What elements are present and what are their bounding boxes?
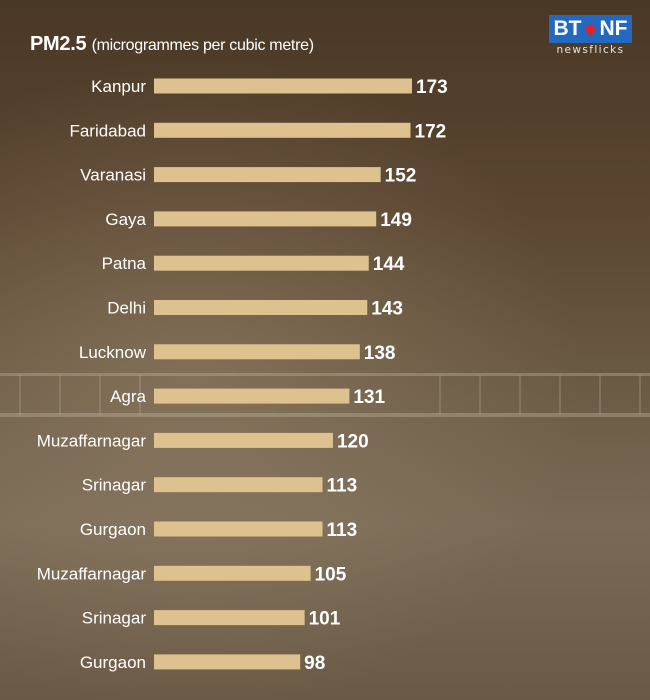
bar	[154, 565, 311, 581]
category-label: Muzaffarnagar	[37, 431, 147, 450]
value-label: 105	[315, 564, 347, 585]
category-label: Muzaffarnagar	[37, 564, 147, 583]
bar	[154, 78, 412, 94]
bar	[154, 167, 381, 183]
value-label: 113	[327, 476, 358, 497]
value-label: 144	[373, 254, 405, 275]
bar	[154, 122, 411, 138]
category-label: Srinagar	[82, 476, 147, 495]
bar	[154, 521, 323, 537]
bar	[154, 211, 377, 227]
bar	[154, 477, 323, 493]
bar	[154, 610, 305, 626]
value-label: 101	[309, 609, 341, 630]
bar	[154, 654, 301, 670]
value-label: 131	[353, 387, 385, 408]
bar	[154, 388, 350, 404]
bar	[154, 344, 360, 360]
category-label: Kanpur	[91, 77, 146, 96]
chart-unit-label: (microgrammes per cubic metre)	[91, 37, 314, 54]
value-label: 138	[364, 343, 396, 364]
value-label: 172	[415, 121, 447, 142]
background-bridge-silhouette	[0, 373, 650, 417]
category-label: Faridabad	[69, 121, 146, 140]
category-label: Agra	[110, 387, 146, 406]
bar	[154, 432, 333, 448]
bar	[154, 255, 369, 271]
brand-logo-subtitle: newsflicks	[556, 44, 625, 56]
bar	[154, 300, 368, 315]
value-label: 143	[371, 299, 403, 320]
category-label: Gurgaon	[80, 520, 146, 539]
category-label: Patna	[102, 254, 147, 273]
chart-title: PM2.5 (microgrammes per cubic metre)	[30, 33, 314, 56]
brand-logo-right: NF	[599, 17, 628, 40]
brand-logo: BT NF newsflicks	[549, 15, 632, 56]
category-label: Gurgaon	[80, 653, 146, 672]
category-label: Srinagar	[82, 609, 147, 628]
category-label: Gaya	[105, 210, 146, 229]
brand-logo-left: BT	[553, 17, 582, 40]
chart-title-text: PM2.5	[30, 33, 87, 55]
value-label: 98	[304, 653, 325, 674]
value-label: 152	[385, 166, 417, 187]
value-label: 149	[380, 210, 412, 231]
value-label: 113	[327, 520, 358, 541]
value-label: 173	[416, 77, 448, 98]
category-label: Lucknow	[79, 343, 147, 362]
value-label: 120	[337, 431, 369, 452]
category-label: Varanasi	[80, 166, 146, 185]
brand-logo-box: BT NF	[549, 15, 632, 43]
category-label: Delhi	[107, 299, 146, 318]
